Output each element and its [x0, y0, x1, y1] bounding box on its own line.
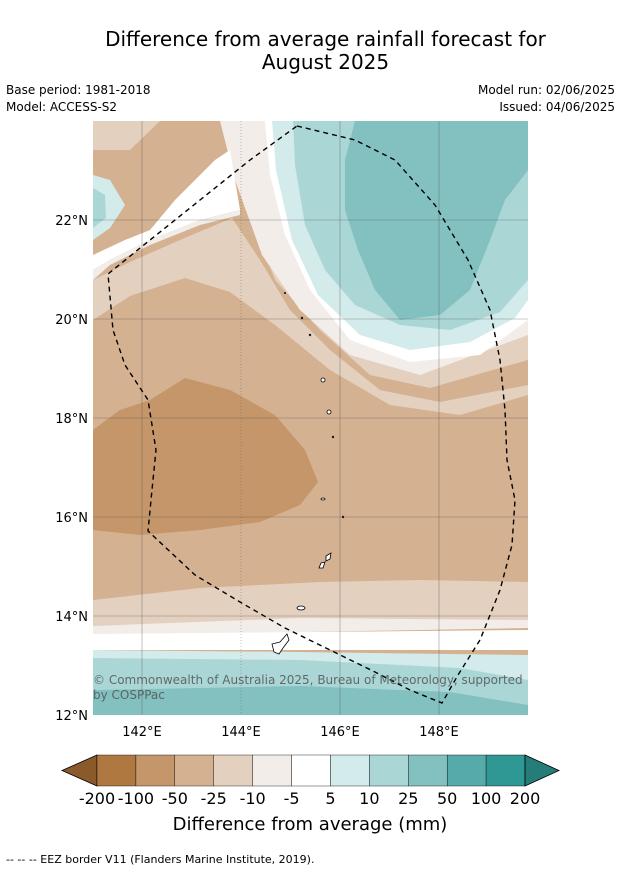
colorbar-segment — [369, 754, 409, 787]
copyright-line-2: by COSPPac — [93, 688, 165, 702]
band-plus-25-south — [93, 686, 528, 715]
island-rota — [296, 605, 306, 611]
island-maug — [300, 316, 304, 320]
colorbar-segment — [252, 754, 292, 787]
colorbar-tick-label: -200 — [79, 789, 115, 808]
colorbar-tick-label: -100 — [118, 789, 154, 808]
latitude-labels: 22°N 20°N 18°N 16°N 14°N 12°N — [55, 214, 88, 724]
colorbar-tick-label: 200 — [510, 789, 541, 808]
colorbar-title: Difference from average (mm) — [173, 814, 448, 835]
band-minus-5-south — [93, 618, 528, 636]
meta-right: Model run: 02/06/2025 Issued: 04/06/2025 — [478, 82, 615, 116]
islands — [271, 291, 345, 655]
colorbar-segment — [446, 754, 487, 787]
island-saipan — [325, 552, 332, 562]
model-run: Model run: 02/06/2025 — [477, 83, 615, 97]
longitude-labels: 142°E 144°E 146°E 148°E — [122, 725, 459, 740]
island-farallon — [283, 291, 286, 294]
island-agrihan — [320, 377, 326, 383]
lat-label: 16°N — [55, 511, 88, 526]
nw-blob-b — [93, 175, 125, 240]
band-plus-25-north — [345, 121, 528, 320]
colorbar-tick-label: 5 — [325, 789, 335, 808]
colorbar-tick-label: 50 — [437, 789, 457, 808]
graticule — [93, 121, 528, 715]
colorbar-tick-label: -5 — [284, 789, 300, 808]
map-title: Difference from average rainfall forecas… — [0, 28, 621, 74]
colorbar-tick-label: -10 — [240, 789, 266, 808]
meta-left: Base period: 1981-2018 Model: ACCESS-S2 — [6, 82, 151, 116]
colorbar-extend-low — [61, 754, 98, 787]
colorbar-tick-label: -25 — [201, 789, 227, 808]
lat-label: 22°N — [55, 214, 88, 229]
band-minus-50-core — [93, 378, 318, 535]
issued-date: Issued: 04/06/2025 — [499, 100, 615, 114]
colorbar-segment — [135, 754, 176, 787]
lon-label: 144°E — [221, 725, 261, 740]
colorbar-segment — [485, 754, 526, 787]
white-gap-west — [93, 150, 240, 270]
colorbar-tick-label: 100 — [471, 789, 502, 808]
lat-label: 14°N — [55, 610, 88, 625]
model-name: Model: ACCESS-S2 — [6, 100, 118, 114]
title-line-1: Difference from average rainfall forecas… — [105, 27, 546, 51]
band-minus-10-south — [93, 580, 528, 626]
lon-label: 146°E — [320, 725, 360, 740]
colorbar-segment — [291, 754, 331, 787]
island-guam — [271, 633, 290, 655]
eez-legend-note: -- -- -- EEZ border V11 (Flanders Marine… — [6, 853, 315, 866]
colorbar-segment — [96, 754, 137, 787]
colorbar-segment — [213, 754, 253, 787]
map-area: © Commonwealth of Australia 2025, Bureau… — [93, 121, 528, 715]
colorbar: -200 -100 -50 -25 -10 -5 5 10 25 50 100 200 — [61, 754, 560, 808]
island-asuncion — [308, 333, 312, 337]
lon-label: 142°E — [122, 725, 162, 740]
colorbar-tick-label: 10 — [359, 789, 379, 808]
lat-label: 18°N — [55, 412, 88, 427]
colorbar-tick-label: 25 — [398, 789, 418, 808]
island-alamagan — [331, 435, 335, 439]
band-minus-5-west — [93, 210, 240, 280]
nw-blob-c — [93, 188, 106, 228]
colorbar-tick-label: -50 — [162, 789, 188, 808]
island-tinian — [318, 561, 326, 569]
lon-label: 148°E — [419, 725, 459, 740]
eez-border — [107, 125, 516, 704]
title-line-2: August 2025 — [261, 50, 390, 74]
lat-label: 20°N — [55, 313, 88, 328]
island-anatahan — [320, 497, 326, 501]
colorbar-extend-high — [524, 754, 560, 787]
island-sarigan — [341, 515, 345, 519]
base-period: Base period: 1981-2018 — [6, 83, 151, 97]
island-pagan — [326, 409, 332, 415]
colorbar-segment — [330, 754, 370, 787]
copyright-line-1: © Commonwealth of Australia 2025, Bureau… — [93, 673, 523, 687]
colorbar-segment — [408, 754, 448, 787]
nw-blob-a — [93, 121, 160, 150]
colorbar-segment — [174, 754, 214, 787]
lat-label: 12°N — [55, 709, 88, 724]
